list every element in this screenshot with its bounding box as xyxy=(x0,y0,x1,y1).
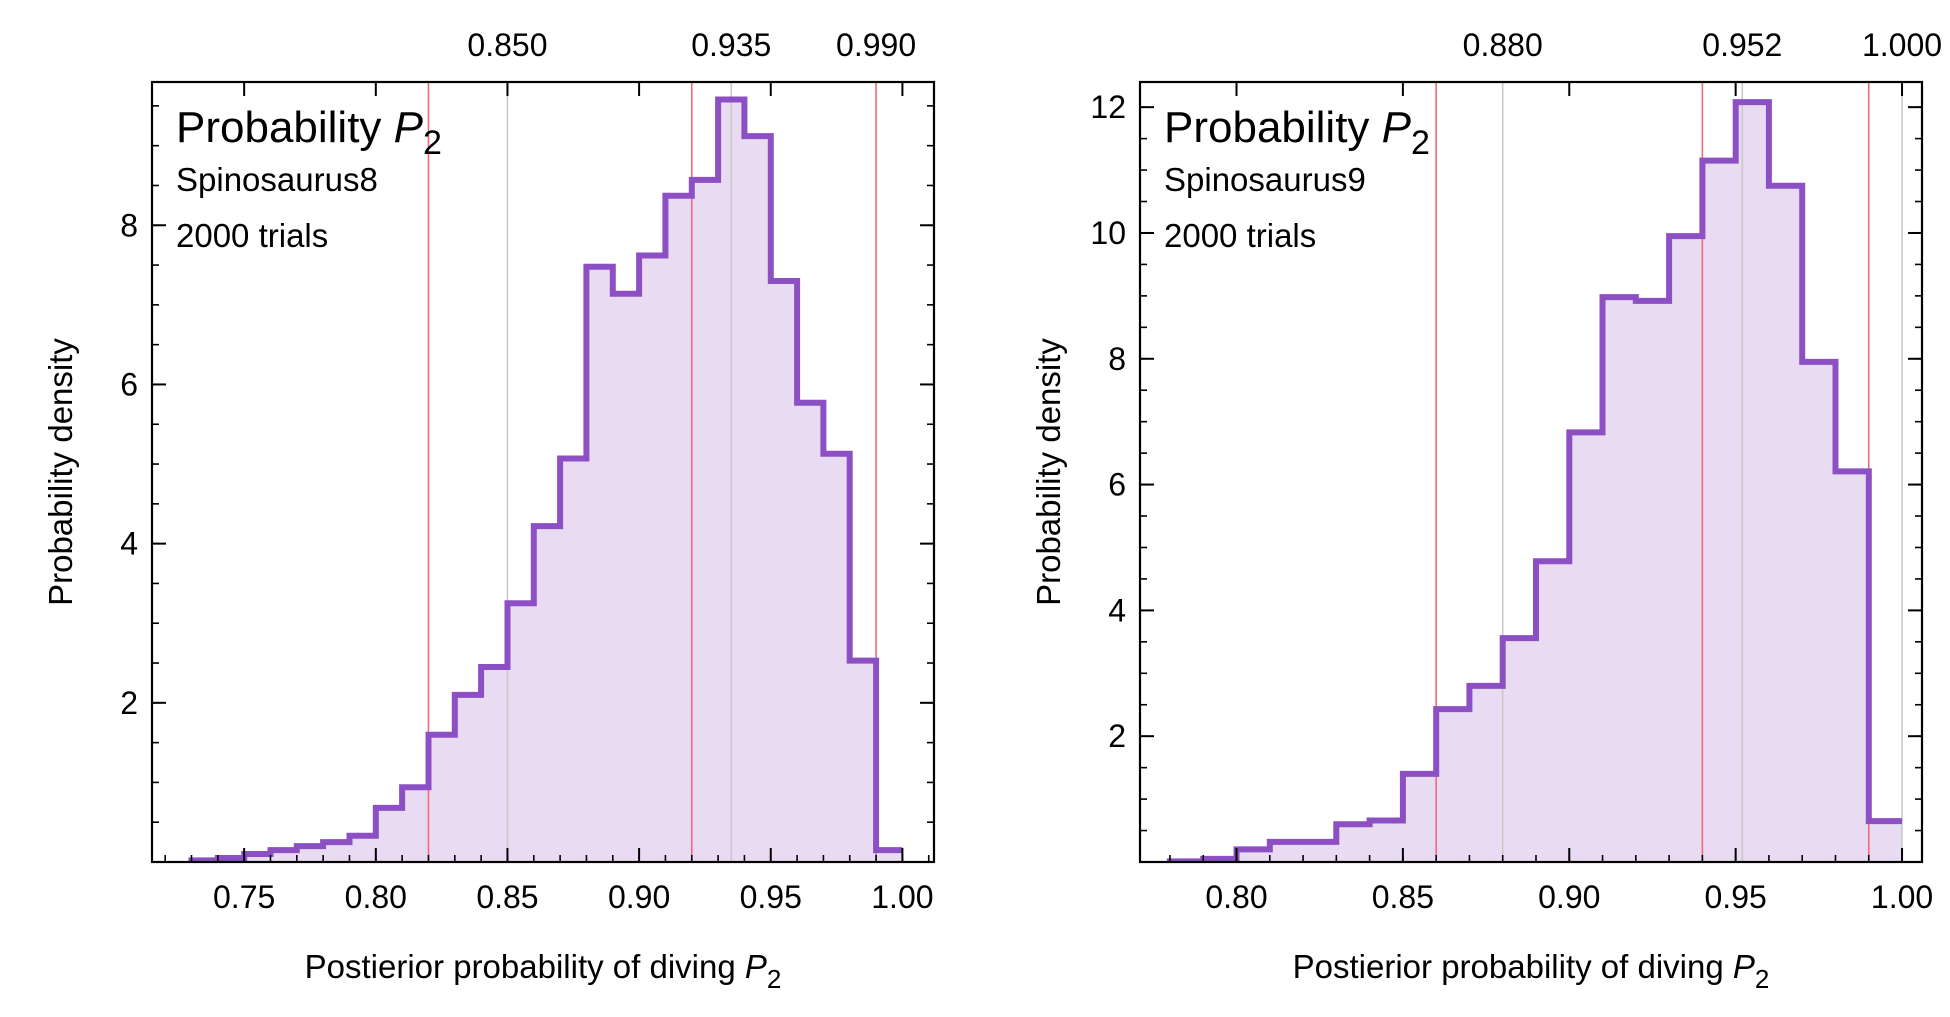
histogram-bar xyxy=(1669,236,1702,862)
y-tick-label: 10 xyxy=(1090,215,1126,251)
y-tick-label: 4 xyxy=(120,526,138,562)
histogram-bar xyxy=(428,735,454,862)
histogram-bar xyxy=(402,787,428,862)
annotation-title: Probability P2 xyxy=(176,103,442,162)
annotation-title: Probability P2 xyxy=(1164,103,1430,162)
y-tick-label: 8 xyxy=(120,207,138,243)
histogram-fill xyxy=(1169,102,1902,862)
top-tick-label: 0.990 xyxy=(836,27,916,63)
y-tick-label: 2 xyxy=(1108,718,1126,754)
histogram-bar xyxy=(823,454,849,862)
histogram-bar xyxy=(1869,821,1902,862)
y-tick-label: 8 xyxy=(1108,341,1126,377)
histogram-bar xyxy=(1636,301,1669,862)
x-axis-label: Postierior probability of diving P2 xyxy=(1293,948,1770,994)
y-tick-label: 4 xyxy=(1108,592,1126,628)
x-tick-label: 0.90 xyxy=(1538,879,1600,915)
histogram-bar xyxy=(1835,471,1868,862)
x-tick-label: 0.85 xyxy=(476,879,538,915)
histogram-bar xyxy=(1336,824,1369,862)
histogram-bar xyxy=(718,100,744,862)
histogram-bar xyxy=(455,695,481,862)
histogram-bar xyxy=(1802,362,1835,862)
histogram-bar xyxy=(1237,849,1270,862)
histogram-bar xyxy=(349,836,375,862)
x-tick-label: 0.85 xyxy=(1372,879,1434,915)
histogram-bar xyxy=(244,854,270,862)
histogram-bar xyxy=(1503,638,1536,862)
histogram-bar xyxy=(534,526,560,862)
histogram-bar xyxy=(744,136,770,862)
histogram-bar xyxy=(1702,161,1735,862)
x-tick-label: 0.95 xyxy=(740,879,802,915)
plot-frame xyxy=(1138,80,1924,864)
histogram-bar xyxy=(481,667,507,862)
x-tick-label: 0.75 xyxy=(213,879,275,915)
histogram-bar xyxy=(1370,820,1403,862)
histogram-bar xyxy=(560,458,586,862)
histogram-bar xyxy=(1769,186,1802,862)
histogram-step-line xyxy=(188,96,903,862)
histogram-bar xyxy=(850,661,876,862)
histogram-bar xyxy=(1436,709,1469,862)
top-tick-label: 1.000 xyxy=(1862,27,1942,63)
x-tick-label: 0.90 xyxy=(608,879,670,915)
y-tick-label: 2 xyxy=(120,685,138,721)
x-tick-label: 0.80 xyxy=(1205,879,1267,915)
histogram-fill xyxy=(191,99,903,862)
histogram-panel-spinosaurus9: 0.80 0.85 0.90 0.95 1.00 2 4 6 8 10 12 0.880 0.952 1.… xyxy=(1030,27,1942,994)
histogram-bar xyxy=(613,294,639,862)
histogram-bar xyxy=(1403,774,1436,862)
y-axis-label: Probability density xyxy=(1030,338,1067,606)
annotation-model: Spinosaurus9 xyxy=(1164,161,1366,198)
histogram-bar xyxy=(1303,842,1336,862)
histogram-bar xyxy=(1469,686,1502,862)
top-tick-label: 0.952 xyxy=(1702,27,1782,63)
y-axis-label: Probability density xyxy=(42,338,79,606)
histogram-bar xyxy=(876,850,902,862)
histogram-bar xyxy=(1603,297,1636,862)
histogram-bar xyxy=(665,196,691,862)
histogram-bar xyxy=(586,267,612,862)
histogram-bar xyxy=(639,256,665,862)
histogram-step-line xyxy=(1166,99,1902,862)
histogram-bar xyxy=(323,842,349,862)
histogram-bar xyxy=(507,603,533,862)
histogram-bar xyxy=(1536,561,1569,862)
histogram-panel-spinosaurus8: 0.75 0.80 0.85 0.90 0.95 1.00 2 4 6 8 0.850 0.935 0.… xyxy=(42,27,936,994)
x-axis-label: Postierior probability of diving P2 xyxy=(305,948,782,994)
histogram-bar xyxy=(1569,432,1602,862)
histogram-bar xyxy=(797,403,823,862)
annotation-model: Spinosaurus8 xyxy=(176,161,378,198)
y-tick-label: 6 xyxy=(120,366,138,402)
x-tick-label: 0.95 xyxy=(1705,879,1767,915)
annotation-trials: 2000 trials xyxy=(1164,217,1316,254)
histogram-bar xyxy=(1736,102,1769,862)
histogram-bar xyxy=(771,281,797,862)
histogram-bar xyxy=(297,846,323,862)
top-tick-label: 0.935 xyxy=(691,27,771,63)
histogram-bar xyxy=(692,180,718,862)
x-tick-label: 0.80 xyxy=(345,879,407,915)
top-tick-label: 0.850 xyxy=(467,27,547,63)
y-tick-label: 6 xyxy=(1108,467,1126,503)
y-tick-label: 12 xyxy=(1090,89,1126,125)
x-tick-label: 1.00 xyxy=(1871,879,1933,915)
annotation-trials: 2000 trials xyxy=(176,217,328,254)
histogram-bar xyxy=(376,808,402,862)
histogram-bar xyxy=(270,850,296,862)
x-tick-label: 1.00 xyxy=(871,879,933,915)
histogram-bar xyxy=(1270,842,1303,862)
top-tick-label: 0.880 xyxy=(1463,27,1543,63)
plot-frame xyxy=(150,80,936,864)
